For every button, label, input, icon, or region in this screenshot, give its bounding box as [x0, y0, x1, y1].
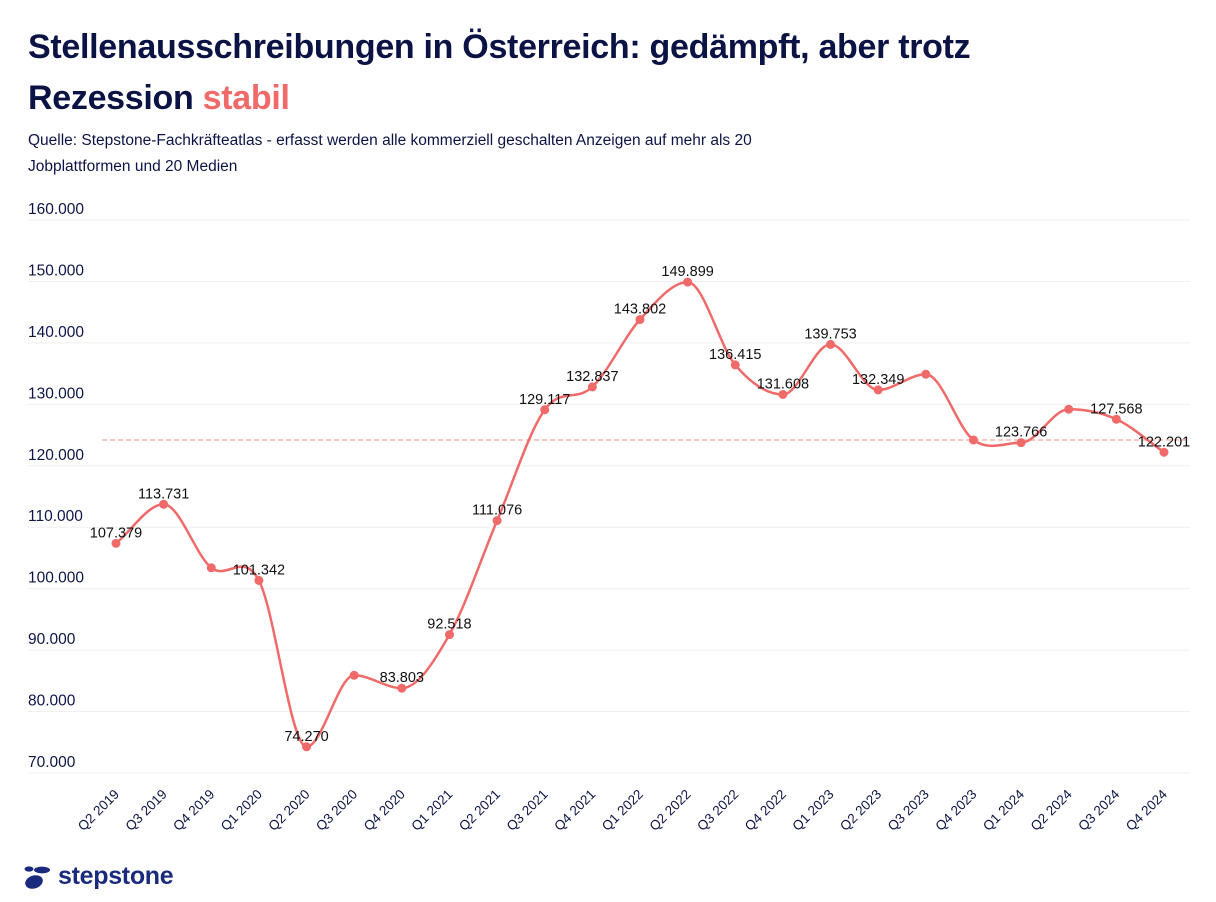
data-label: 136.415 — [709, 347, 761, 363]
data-point — [111, 538, 121, 548]
data-points — [111, 277, 1169, 752]
y-tick-label: 140.000 — [28, 324, 84, 341]
x-tick-label: Q4 2019 — [170, 787, 217, 834]
data-point — [683, 277, 693, 287]
y-tick-label: 90.000 — [28, 631, 76, 648]
x-tick-label: Q4 2022 — [742, 787, 789, 834]
data-label: 139.753 — [804, 326, 856, 342]
y-tick-label: 120.000 — [28, 447, 84, 464]
data-label: 123.766 — [995, 425, 1047, 441]
grid-lines — [28, 219, 1190, 774]
data-labels: 107.379 113.731 101.342 74.270 83.803 92.518 1… — [90, 264, 1190, 745]
y-tick-label: 70.000 — [28, 754, 76, 771]
data-point — [1016, 438, 1026, 448]
x-tick-label: Q1 2020 — [218, 787, 265, 834]
y-tick-label: 160.000 — [28, 201, 84, 218]
x-tick-label: Q2 2021 — [456, 787, 503, 834]
data-label: 132.837 — [566, 369, 618, 385]
data-point — [492, 516, 502, 526]
series-line-group — [115, 280, 1165, 749]
data-label: 143.802 — [614, 302, 666, 318]
data-point — [873, 385, 883, 395]
data-label: 149.899 — [661, 264, 713, 280]
x-tick-label: Q3 2020 — [313, 787, 360, 834]
x-tick-label: Q3 2021 — [504, 787, 551, 834]
data-label: 113.731 — [138, 486, 189, 502]
data-label: 92.518 — [427, 617, 471, 633]
data-point — [635, 315, 645, 325]
data-point — [159, 499, 169, 509]
y-tick-label: 130.000 — [28, 385, 84, 402]
data-point — [1111, 414, 1121, 424]
y-tick-label: 80.000 — [28, 693, 76, 710]
y-tick-label: 150.000 — [28, 262, 84, 279]
x-tick-label: Q2 2024 — [1028, 786, 1076, 834]
x-tick-label: Q4 2023 — [932, 787, 979, 834]
data-label: 107.379 — [90, 525, 142, 541]
x-tick-label: Q4 2020 — [361, 787, 408, 834]
stepstone-pebbles-icon — [24, 865, 50, 889]
x-tick-label: Q2 2022 — [647, 787, 694, 834]
chart-subtitle: Quelle: Stepstone-Fachkräfteatlas - erfa… — [28, 132, 752, 175]
x-tick-label: Q3 2019 — [123, 787, 170, 834]
data-point — [826, 339, 836, 349]
chart-title: Stellenausschreibungen in Österreich: ge… — [28, 22, 1128, 124]
data-point — [444, 630, 454, 640]
data-label: 74.270 — [284, 729, 328, 745]
stepstone-logo: stepstone — [22, 862, 174, 891]
x-tick-label: Q2 2019 — [75, 787, 122, 834]
data-point — [730, 360, 740, 370]
data-point — [349, 670, 359, 680]
y-axis: 70.000 80.000 90.000 100.000 110.000 120.000 1… — [28, 201, 84, 771]
x-tick-label: Q4 2024 — [1123, 786, 1171, 834]
data-point — [968, 435, 978, 445]
data-point — [206, 563, 216, 573]
chart-title-accent: stabil — [202, 79, 290, 117]
data-label: 132.349 — [852, 372, 904, 388]
y-tick-label: 100.000 — [28, 570, 84, 587]
data-point — [1064, 404, 1074, 414]
chart-title-main: Stellenausschreibungen in Österreich: ge… — [28, 28, 971, 117]
stepstone-logo-text: stepstone — [58, 862, 174, 890]
data-label: 131.608 — [757, 376, 809, 392]
x-tick-label: Q4 2021 — [551, 787, 598, 834]
x-tick-label: Q1 2021 — [408, 787, 455, 834]
data-label: 83.803 — [380, 670, 424, 686]
data-label: 129.117 — [519, 392, 570, 408]
line-chart: 70.000 80.000 90.000 100.000 110.000 120.000 1… — [28, 201, 1190, 834]
x-tick-label: Q1 2023 — [789, 787, 836, 834]
data-label: 122.201 — [1138, 434, 1190, 450]
x-axis: Q2 2019 Q3 2019 Q4 2019 Q1 2020 Q2 2020 Q3 20… — [75, 786, 1171, 834]
x-tick-label: Q3 2023 — [885, 787, 932, 834]
x-tick-label: Q1 2024 — [980, 786, 1028, 834]
x-tick-label: Q3 2024 — [1075, 786, 1123, 834]
series-line — [115, 280, 1165, 749]
data-label: 111.076 — [472, 503, 522, 519]
x-tick-label: Q2 2023 — [837, 787, 884, 834]
data-point — [254, 575, 264, 585]
data-point — [397, 683, 407, 693]
data-point — [302, 742, 312, 752]
data-point — [1159, 447, 1169, 457]
x-tick-label: Q1 2022 — [599, 787, 646, 834]
y-tick-label: 110.000 — [28, 508, 83, 525]
data-point — [540, 405, 550, 415]
data-label: 101.342 — [233, 562, 285, 578]
data-point — [921, 369, 931, 379]
data-point — [778, 389, 788, 399]
x-tick-label: Q3 2022 — [694, 787, 741, 834]
x-tick-label: Q2 2020 — [265, 787, 312, 834]
data-point — [587, 382, 597, 392]
data-label: 127.568 — [1090, 401, 1142, 417]
